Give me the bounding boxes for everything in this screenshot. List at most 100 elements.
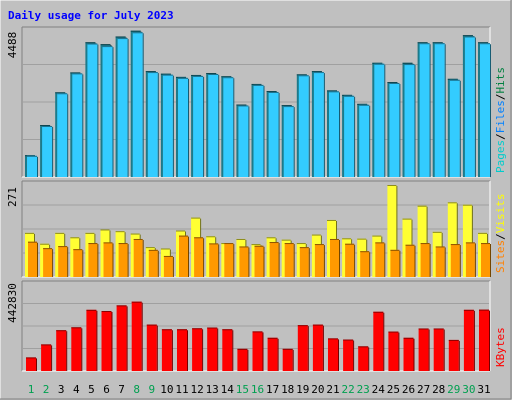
pages-bar: [117, 38, 128, 177]
day-label: 26: [402, 383, 415, 396]
sites-bar: [375, 242, 385, 277]
day-label: 30: [462, 383, 475, 396]
legend-visits: Visits: [494, 194, 507, 234]
pages-bar: [208, 74, 219, 177]
pages-bar: [298, 75, 309, 177]
sites-bar: [163, 255, 173, 277]
kbytes-bar: [448, 339, 459, 371]
sites-bar: [194, 237, 204, 277]
kbytes-bar: [297, 325, 308, 371]
kbytes-bar: [237, 348, 248, 371]
pages-bar: [434, 43, 445, 177]
legend-separator: /: [494, 94, 507, 101]
sites-bar: [209, 243, 219, 277]
sites-bar: [345, 243, 355, 277]
day-label: 23: [357, 383, 370, 396]
visits-bar: [387, 185, 397, 277]
legend-sites: Sites: [494, 240, 507, 273]
sites-bar: [330, 238, 339, 277]
pages-bar: [389, 82, 400, 177]
day-label: 13: [206, 383, 219, 396]
pages-bar: [193, 75, 204, 177]
sites-bar: [239, 246, 249, 277]
sites-bar: [420, 243, 430, 277]
pages-bar: [253, 84, 264, 177]
sites-bar: [43, 248, 53, 277]
kbytes-bar: [312, 324, 323, 371]
day-label: 17: [266, 383, 279, 396]
legend-pages: Pages: [494, 140, 507, 173]
kbytes-bar: [463, 309, 474, 371]
sites-bar: [435, 246, 445, 277]
pages-bar: [344, 95, 355, 177]
day-label: 21: [326, 383, 339, 396]
kbytes-bar: [146, 324, 157, 371]
pages-bar: [419, 43, 430, 177]
sites-bar: [179, 235, 188, 277]
panel-1-max-label: 271: [6, 187, 19, 207]
pages-bar: [72, 73, 83, 177]
kbytes-bar: [101, 310, 112, 371]
day-label: 20: [311, 383, 324, 396]
sites-bar: [118, 243, 128, 277]
sites-bar: [269, 242, 279, 277]
day-label: 16: [251, 383, 264, 396]
sites-bar: [88, 243, 98, 277]
visits-bar: [447, 202, 457, 277]
sites-bar: [73, 249, 83, 277]
kbytes-bar: [86, 309, 97, 371]
kbytes-bar: [358, 346, 369, 371]
sites-bar: [133, 238, 143, 277]
kbytes-bar: [161, 329, 172, 371]
legend-kbytes: KBytes: [494, 327, 507, 367]
pages-bar: [223, 77, 234, 177]
pages-bar: [374, 63, 385, 177]
sites-bar: [360, 251, 370, 277]
legend-hits: Hits: [494, 67, 507, 94]
day-label: 6: [103, 383, 110, 396]
legend-1: Sites/Visits: [494, 194, 507, 274]
pages-bar: [283, 106, 294, 177]
day-label: 22: [341, 383, 354, 396]
pages-bar: [132, 32, 143, 178]
day-label: 14: [221, 383, 235, 396]
day-label: 3: [58, 383, 65, 396]
day-label: 28: [432, 383, 445, 396]
pages-bar: [87, 43, 98, 177]
pages-bar: [27, 155, 37, 177]
panel-0-max-label: 4488: [6, 32, 19, 59]
kbytes-bar: [388, 331, 399, 371]
sites-bar: [58, 246, 68, 277]
sites-bar: [148, 249, 158, 277]
legend-separator: /: [494, 133, 507, 140]
pages-bar: [359, 104, 370, 177]
pages-bar: [178, 77, 188, 177]
sites-bar: [224, 243, 234, 277]
pages-bar: [147, 72, 158, 177]
visits-bar: [417, 205, 427, 277]
day-label: 25: [387, 383, 400, 396]
pages-bar: [162, 74, 173, 177]
pages-bar: [480, 43, 490, 177]
kbytes-bar: [207, 327, 218, 371]
sites-bar: [254, 245, 264, 277]
day-label: 19: [296, 383, 309, 396]
pages-bar: [268, 91, 279, 177]
day-label: 12: [190, 383, 203, 396]
kbytes-bar: [282, 348, 293, 371]
sites-bar: [103, 242, 113, 277]
sites-bar: [284, 243, 294, 277]
chart-title: Daily usage for July 2023: [8, 9, 174, 22]
pages-bar: [313, 72, 324, 177]
pages-bar: [404, 64, 415, 177]
kbytes-bar: [373, 311, 384, 371]
legend-separator: /: [494, 233, 507, 240]
visits-bar: [462, 204, 472, 277]
sites-bar: [390, 249, 400, 277]
day-label: 4: [73, 383, 80, 396]
kbytes-bar: [26, 357, 36, 371]
day-label: 11: [175, 383, 188, 396]
sites-bar: [28, 241, 37, 277]
kbytes-bar: [418, 328, 429, 371]
